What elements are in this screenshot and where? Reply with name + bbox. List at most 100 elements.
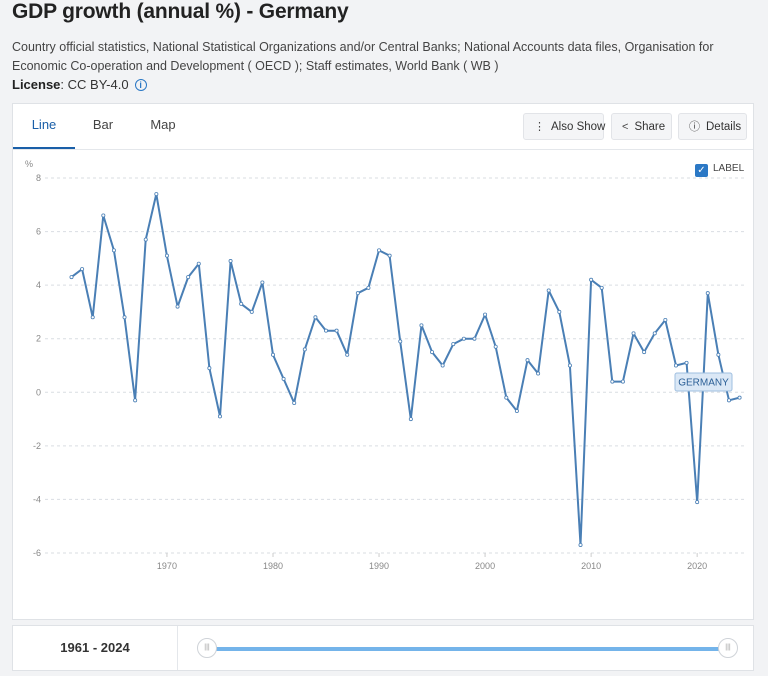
data-point[interactable] (652, 331, 657, 336)
y-tick-label: 4 (36, 280, 41, 290)
data-point[interactable] (726, 398, 731, 403)
also-show-button[interactable]: ⋮ Also Show (523, 113, 605, 140)
data-point[interactable] (207, 366, 212, 371)
share-label: Share (634, 121, 666, 133)
data-point[interactable] (525, 358, 530, 363)
data-point[interactable] (514, 409, 519, 414)
data-point[interactable] (430, 350, 435, 355)
chart-card: Line Bar Map ⋮ Also Show < Share ⓘ Details … (12, 103, 754, 620)
data-point[interactable] (504, 395, 509, 400)
data-point[interactable] (133, 398, 138, 403)
data-point[interactable] (90, 315, 95, 320)
data-point[interactable] (451, 342, 456, 347)
data-point[interactable] (281, 376, 286, 381)
data-point[interactable] (345, 352, 350, 357)
data-point[interactable] (324, 328, 329, 333)
data-point[interactable] (196, 261, 201, 266)
tab-map[interactable]: Map (150, 117, 176, 132)
data-point[interactable] (186, 275, 191, 280)
data-point[interactable] (536, 371, 541, 376)
y-tick-label: -6 (33, 548, 41, 558)
data-point[interactable] (483, 312, 488, 317)
data-point[interactable] (69, 275, 74, 280)
range-bar: 1961 - 2024 ||| ||| (12, 625, 754, 671)
data-point[interactable] (737, 395, 742, 400)
data-point[interactable] (663, 317, 668, 322)
data-point[interactable] (673, 363, 678, 368)
series-label-germany: GERMANY (678, 378, 729, 389)
range-end: 2024 (100, 640, 130, 655)
data-point[interactable] (239, 301, 244, 306)
share-icon: < (622, 121, 629, 133)
data-point[interactable] (249, 309, 254, 314)
data-point[interactable] (695, 500, 700, 505)
x-tick-label: 2000 (475, 561, 495, 571)
data-point[interactable] (292, 400, 297, 405)
data-point[interactable] (408, 417, 413, 422)
y-axis-unit-label: % (25, 159, 33, 169)
range-start: 1961 (60, 640, 90, 655)
slider-handle-end[interactable]: ||| (718, 638, 738, 658)
series-line-germany[interactable] (70, 193, 740, 546)
tab-divider (13, 149, 753, 150)
data-point[interactable] (684, 360, 689, 365)
data-point[interactable] (260, 280, 265, 285)
data-point[interactable] (610, 379, 615, 384)
tab-bar[interactable]: Bar (92, 117, 114, 132)
label-checkbox[interactable]: ✓ (695, 164, 708, 177)
data-point[interactable] (705, 291, 710, 296)
data-point[interactable] (546, 288, 551, 293)
data-point[interactable] (620, 379, 625, 384)
data-point[interactable] (334, 328, 339, 333)
data-point[interactable] (419, 323, 424, 328)
data-point[interactable] (228, 259, 233, 264)
data-point[interactable] (217, 414, 222, 419)
data-point[interactable] (567, 363, 572, 368)
data-point[interactable] (493, 344, 498, 349)
data-point[interactable] (175, 304, 180, 309)
x-tick-label: 1980 (263, 561, 283, 571)
data-point[interactable] (398, 339, 403, 344)
details-label: Details (706, 121, 742, 133)
data-point[interactable] (377, 248, 382, 253)
slider-handle-start[interactable]: ||| (197, 638, 217, 658)
data-point[interactable] (599, 285, 604, 290)
axis-layer: %8 6 4 2 0 -2 -4 -6 1970 1980 1990 2000 2010 2020 (25, 159, 707, 571)
data-point[interactable] (578, 542, 583, 547)
data-point[interactable] (111, 248, 116, 253)
data-point[interactable] (472, 336, 477, 341)
year-slider-track[interactable] (209, 647, 729, 651)
more-vertical-icon: ⋮ (534, 121, 545, 133)
data-point[interactable] (642, 350, 647, 355)
data-point[interactable] (366, 285, 371, 290)
series-layer (69, 192, 742, 547)
label-toggle-text: LABEL (713, 163, 745, 174)
license-value: : CC BY-4.0 (60, 77, 129, 92)
data-point[interactable] (631, 331, 636, 336)
data-point[interactable] (80, 267, 85, 272)
data-point[interactable] (440, 363, 445, 368)
data-point[interactable] (302, 347, 307, 352)
data-point[interactable] (270, 352, 275, 357)
data-point[interactable] (461, 336, 466, 341)
y-tick-label: -2 (33, 441, 41, 451)
data-point[interactable] (557, 309, 562, 314)
line-chart: %8 6 4 2 0 -2 -4 -6 1970 1980 1990 2000 2010 2020 GER… (25, 159, 747, 571)
data-point[interactable] (387, 253, 392, 258)
data-point[interactable] (122, 315, 127, 320)
tab-line[interactable]: Line (13, 104, 75, 149)
data-point[interactable] (154, 192, 159, 197)
data-point[interactable] (355, 291, 360, 296)
data-point[interactable] (143, 237, 148, 242)
data-point[interactable] (716, 352, 721, 357)
share-button[interactable]: < Share (611, 113, 672, 140)
data-point[interactable] (164, 253, 169, 258)
data-point[interactable] (313, 315, 318, 320)
info-icon[interactable]: i (134, 79, 147, 91)
data-point[interactable] (101, 213, 106, 218)
data-point[interactable] (589, 277, 594, 282)
grid-layer (45, 177, 747, 554)
details-button[interactable]: ⓘ Details (678, 113, 747, 140)
y-tick-label: 2 (36, 334, 41, 344)
y-tick-label: 6 (36, 227, 41, 237)
